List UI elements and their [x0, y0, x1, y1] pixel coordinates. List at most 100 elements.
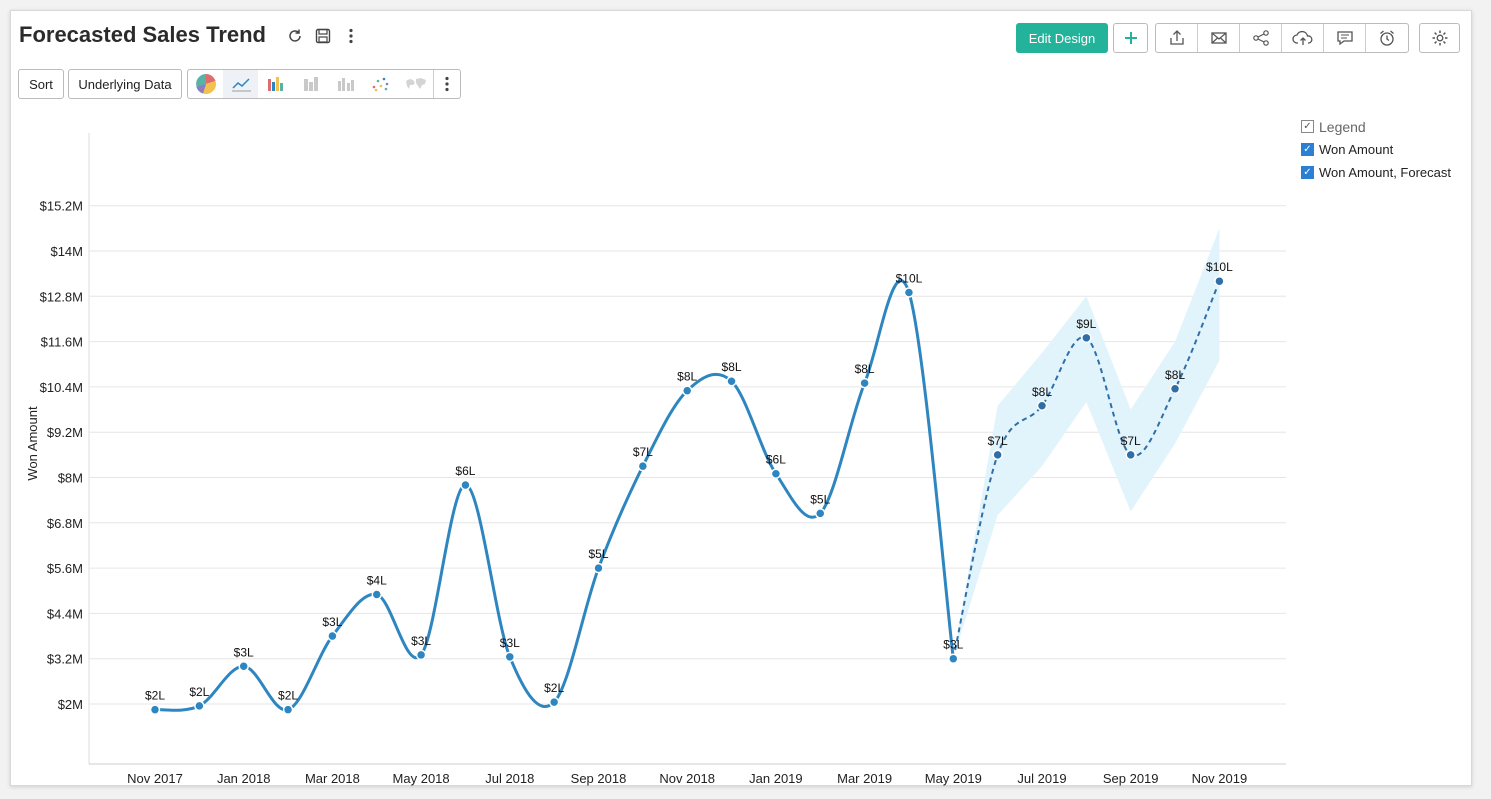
map-button[interactable]: [398, 70, 433, 98]
comment-icon: [1336, 31, 1353, 46]
x-tick-label: Sep 2019: [1103, 771, 1159, 786]
forecast-point: [1169, 383, 1181, 395]
data-label: $6L: [766, 453, 786, 467]
bar-chart-icon: [267, 77, 283, 91]
gear-icon: [1432, 30, 1447, 46]
more-vertical-icon[interactable]: [341, 26, 361, 46]
legend-toggle[interactable]: ✓ Legend: [1301, 115, 1451, 138]
data-label: $3L: [322, 615, 342, 629]
grouped-bar-button[interactable]: [328, 70, 363, 98]
comment-button[interactable]: [1324, 24, 1366, 52]
forecast-confidence-band: [953, 228, 1220, 659]
data-label: $5L: [810, 492, 830, 506]
won-amount-point: [504, 651, 516, 663]
forecast-point: [1125, 449, 1136, 461]
data-label: $8L: [722, 360, 742, 374]
data-label: $3L: [943, 638, 963, 652]
pie-chart-button[interactable]: [188, 70, 223, 98]
map-icon: [405, 78, 426, 89]
x-tick-label: Jan 2018: [217, 771, 271, 786]
data-label: $2L: [145, 689, 165, 703]
save-icon[interactable]: [313, 26, 333, 46]
data-label: $3L: [234, 645, 254, 659]
y-tick-label: $9.2M: [47, 425, 83, 440]
legend-item-won-amount[interactable]: ✓ Won Amount: [1301, 138, 1451, 161]
legend-checkbox[interactable]: ✓: [1301, 143, 1314, 156]
plus-icon: [1124, 32, 1137, 44]
chart-type-more-button[interactable]: [433, 70, 460, 98]
won-amount-point: [371, 589, 382, 600]
data-label: $4L: [367, 574, 387, 588]
alarm-icon: [1380, 30, 1394, 46]
refresh-icon[interactable]: [285, 26, 305, 46]
y-tick-label: $14M: [50, 244, 83, 259]
x-tick-label: Jul 2018: [485, 771, 534, 786]
scatter-button[interactable]: [363, 70, 398, 98]
line-chart-icon: [231, 78, 251, 92]
x-tick-label: Nov 2017: [127, 771, 183, 786]
forecast-point: [1036, 400, 1048, 412]
cloud-upload-button[interactable]: [1282, 24, 1324, 52]
won-amount-point: [282, 704, 294, 715]
underlying-data-button[interactable]: Underlying Data: [68, 69, 182, 99]
line-chart: $15.2M $14M $12.8M $11.6M $10.4M $9.2M $8M $6.8…: [25, 133, 1286, 786]
data-label: $8L: [677, 370, 697, 384]
legend-checkbox[interactable]: ✓: [1301, 166, 1314, 179]
data-label: $7L: [633, 445, 653, 459]
add-button[interactable]: [1113, 23, 1148, 53]
edit-design-button[interactable]: Edit Design: [1016, 23, 1108, 53]
share-button[interactable]: [1240, 24, 1282, 52]
more-vertical-icon: [445, 76, 449, 92]
y-tick-label: $11.6M: [41, 335, 83, 350]
legend-checkbox[interactable]: ✓: [1301, 120, 1314, 133]
data-label: $8L: [855, 362, 875, 376]
won-amount-point: [726, 375, 737, 387]
won-amount-point: [238, 661, 249, 672]
won-amount-point: [637, 460, 649, 472]
legend-item-forecast[interactable]: ✓ Won Amount, Forecast: [1301, 161, 1451, 184]
chart-type-selector: [187, 69, 461, 99]
won-amount-point: [327, 630, 338, 642]
y-tick-label: $6.8M: [47, 516, 83, 531]
legend-label: Won Amount: [1319, 142, 1394, 157]
y-tick-label: $10.4M: [40, 380, 83, 395]
data-label: $7L: [1121, 434, 1141, 448]
forecast-point: [1214, 275, 1225, 287]
x-tick-label: Sep 2018: [571, 771, 627, 786]
email-button[interactable]: [1198, 24, 1240, 52]
y-axis-title: Won Amount: [25, 406, 40, 481]
scatter-icon: [372, 77, 388, 92]
bar-chart-button[interactable]: [258, 70, 293, 98]
export-button[interactable]: [1156, 24, 1198, 52]
data-label: $7L: [988, 434, 1008, 448]
legend-label: Won Amount, Forecast: [1319, 165, 1451, 180]
y-tick-label: $15.2M: [40, 199, 83, 214]
sort-button[interactable]: Sort: [18, 69, 64, 99]
y-tick-label: $8M: [58, 471, 83, 486]
legend-title: Legend: [1319, 118, 1366, 135]
data-label: $2L: [189, 685, 209, 699]
stacked-bar-button[interactable]: [293, 70, 328, 98]
won-amount-point: [194, 700, 205, 712]
data-label: $10L: [896, 272, 923, 286]
line-chart-button[interactable]: [223, 70, 258, 98]
alarm-button[interactable]: [1366, 24, 1408, 52]
title-actions: [285, 26, 361, 46]
forecast-point: [992, 449, 1003, 461]
x-tick-label: Mar 2018: [305, 771, 360, 786]
won-amount-line: [154, 279, 955, 712]
x-tick-label: Nov 2018: [659, 771, 715, 786]
y-tick-label: $4.4M: [47, 606, 83, 621]
won-amount-point: [903, 287, 915, 298]
stacked-bar-icon: [303, 77, 318, 91]
settings-button[interactable]: [1419, 23, 1460, 53]
won-amount-point: [460, 479, 471, 491]
y-tick-label: $3.2M: [47, 652, 83, 667]
won-amount-point: [548, 696, 560, 708]
cloud-upload-icon: [1291, 30, 1312, 45]
data-label: $5L: [588, 547, 608, 561]
y-tick-label: $2M: [58, 697, 83, 712]
data-label: $3L: [500, 636, 520, 650]
data-label: $6L: [455, 464, 475, 478]
x-tick-label: May 2018: [393, 771, 450, 786]
